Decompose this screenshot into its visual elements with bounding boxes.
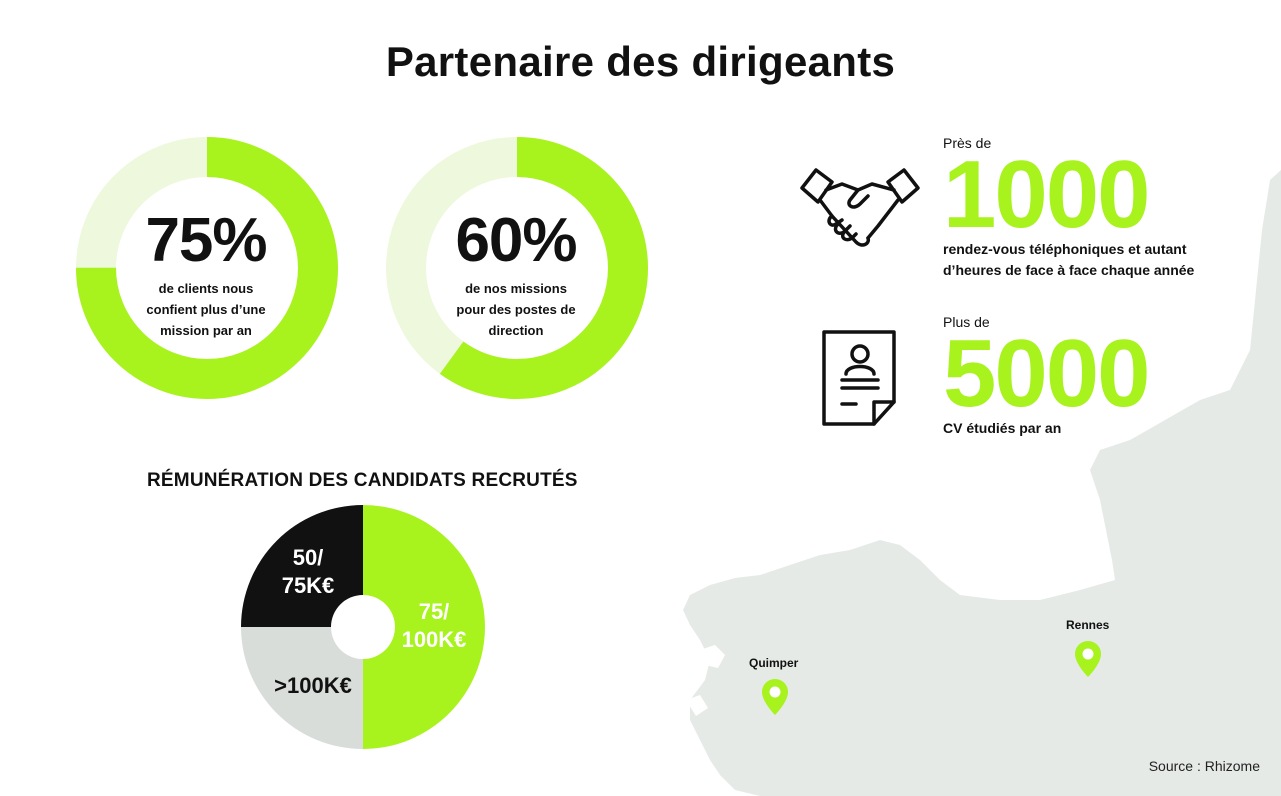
pie-slice-over-100k (241, 627, 363, 749)
stat-cv-number: 5000 (943, 320, 1151, 427)
donut-chart-missions (386, 137, 648, 399)
stat-cv: Plus de 5000 CV étudiés par an (943, 314, 1243, 439)
stat-cv-caption: CV étudiés par an (943, 420, 1062, 436)
handshake-icon (800, 168, 920, 247)
stat-rendezvous-prefix: Près de (943, 135, 992, 151)
pie-label-50-75k: 50/ 75K€ (281, 545, 335, 598)
pie-label-over-100k: >100K€ (274, 673, 352, 698)
pie-slice-50-75k (241, 505, 363, 627)
donut-missions-caption: de nos missions pour des postes de direc… (456, 281, 576, 338)
map-pin-quimper-icon (762, 679, 788, 715)
donut-missions-text: 60% de nos missions pour des postes de d… (416, 210, 616, 341)
pie-label-75-100k: 75/ 100K€ (401, 599, 467, 652)
page-title: Partenaire des dirigeants (385, 38, 896, 85)
pie-slice-75-100k (363, 505, 485, 749)
donut-clients-caption: de clients nous confient plus d’une miss… (146, 281, 266, 338)
salary-section-title: RÉMUNÉRATION DES CANDIDATS RECRUTÉS (147, 470, 578, 491)
city-label-rennes: Rennes (1066, 618, 1110, 632)
city-label-quimper: Quimper (749, 656, 799, 670)
salary-pie-chart (241, 505, 485, 749)
map-pin-rennes-icon (1075, 641, 1101, 677)
stat-rendezvous: Près de 1000 rendez-vous téléphoniques e… (943, 135, 1243, 281)
pie-center-hole (331, 595, 395, 659)
cv-document-icon (822, 330, 896, 426)
donut-missions-percent: 60% (455, 206, 577, 275)
donut-clients-percent: 75% (145, 206, 267, 275)
stat-rendezvous-number: 1000 (943, 141, 1151, 248)
source-note: Source : Rhizome (1148, 758, 1260, 774)
donut-chart-clients (76, 137, 338, 399)
stat-rendezvous-caption: rendez-vous téléphoniques et autant d’he… (943, 241, 1195, 278)
donut-clients-text: 75% de clients nous confient plus d’une … (106, 210, 306, 341)
stat-cv-prefix: Plus de (943, 314, 990, 330)
